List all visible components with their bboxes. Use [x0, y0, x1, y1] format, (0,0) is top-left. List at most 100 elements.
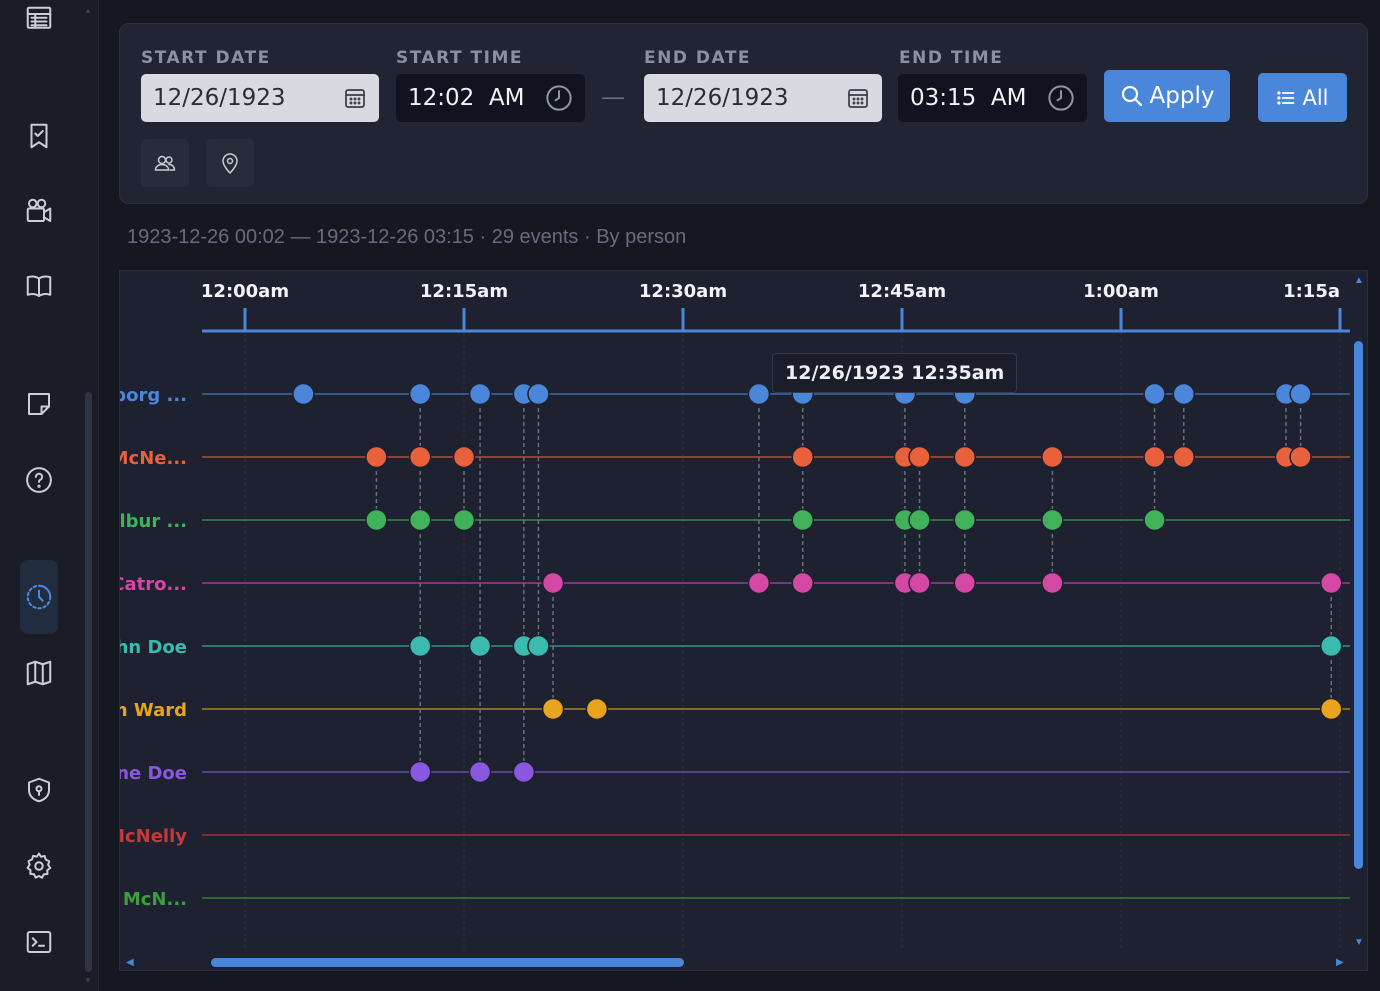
people-icon: [154, 155, 176, 171]
event-dot: [408, 634, 432, 658]
timeline-icon[interactable]: [20, 560, 58, 634]
filter-panel: START DATE 12/26/1923 START TIME 12:02 A…: [119, 23, 1368, 204]
table-icon[interactable]: [20, 0, 58, 38]
end-time-field[interactable]: 03:15 AM: [898, 74, 1087, 122]
lane-label: ohn Doe: [120, 637, 187, 658]
bookmark-check-icon[interactable]: [20, 117, 58, 155]
start-date-value: 12/26/1923: [153, 85, 286, 111]
event-dot: [408, 760, 432, 784]
event-dot: [747, 571, 771, 595]
apply-button[interactable]: Apply: [1104, 70, 1230, 122]
sidebar-scroll-thumb[interactable]: [85, 392, 92, 972]
event-dot: [1289, 445, 1312, 469]
event-dot: [585, 697, 609, 721]
all-button[interactable]: All: [1258, 73, 1347, 122]
location-filter-button[interactable]: [206, 139, 254, 187]
lane-label: ane Doe: [120, 763, 187, 784]
event-dot: [527, 382, 550, 406]
vertical-scroll-up-arrow[interactable]: ▲: [1354, 275, 1364, 286]
gear-icon[interactable]: [20, 847, 58, 885]
event-dot: [908, 445, 931, 469]
axis-tick-label: 12:30am: [639, 281, 727, 302]
event-dot: [452, 445, 476, 469]
list-icon: [1277, 90, 1295, 105]
vertical-scroll-down-arrow[interactable]: ▼: [1354, 937, 1364, 948]
vertical-scroll-thumb: [1354, 341, 1363, 869]
lane-label: m Ward: [120, 700, 187, 721]
clock-icon[interactable]: [1047, 84, 1075, 112]
event-dot: [1143, 445, 1166, 469]
event-dot: [527, 634, 550, 658]
end-date-value: 12/26/1923: [656, 85, 789, 111]
end-time-value: 03:15 AM: [910, 85, 1027, 111]
scroll-up-arrow[interactable]: ▲: [84, 6, 92, 15]
start-date-label: START DATE: [141, 48, 271, 68]
people-filter-button[interactable]: [141, 139, 189, 187]
start-time-field[interactable]: 12:02 AM: [396, 74, 585, 122]
event-dot: [1143, 382, 1166, 406]
event-dot: [1041, 571, 1064, 595]
lane-label: lborg ...: [120, 385, 187, 406]
event-dot: [1143, 508, 1166, 532]
calendar-icon[interactable]: [343, 86, 367, 110]
horizontal-scroll-right-arrow[interactable]: ▶: [1336, 957, 1344, 968]
event-dot: [541, 697, 565, 721]
axis-tick-label: 12:00am: [201, 281, 289, 302]
timeline-summary: 1923-12-26 00:02 — 1923-12-26 03:15 · 29…: [127, 226, 687, 248]
help-icon[interactable]: [20, 461, 58, 499]
event-dot: [292, 382, 315, 406]
map-icon[interactable]: [20, 654, 58, 692]
event-dot: [541, 571, 565, 595]
range-separator: —: [602, 84, 624, 109]
search-icon: [1121, 85, 1142, 107]
timeline-chart[interactable]: 12:00am 12:15am 12:30am 12:45am 1:00am 1:15a l…: [119, 270, 1368, 971]
clock-icon[interactable]: [545, 84, 573, 112]
event-dot: [1289, 382, 1312, 406]
event-dot: [953, 508, 977, 532]
event-dot: [1041, 445, 1064, 469]
event-dot: [791, 508, 814, 532]
all-label: All: [1302, 85, 1329, 110]
apply-label: Apply: [1149, 83, 1215, 109]
horizontal-scroll-left-arrow[interactable]: ◀: [126, 957, 134, 968]
book-icon[interactable]: [20, 267, 58, 305]
start-date-field[interactable]: 12/26/1923: [141, 74, 379, 122]
lane-label: McNe...: [120, 448, 187, 469]
sidebar-scrollbar[interactable]: ▲ ▼: [83, 0, 93, 991]
sticky-note-icon[interactable]: [20, 385, 58, 423]
event-dot: [1172, 382, 1196, 406]
axis-tick-label: 1:15a: [1283, 281, 1340, 302]
scroll-down-arrow[interactable]: ▼: [84, 976, 92, 985]
event-dot: [908, 571, 931, 595]
location-pin-icon: [222, 153, 238, 175]
event-dot: [1041, 508, 1064, 532]
lane-label: Vilbur ...: [120, 511, 187, 532]
event-dot: [1172, 445, 1196, 469]
axis-tick-label: 12:45am: [858, 281, 946, 302]
event-dot: [365, 508, 388, 532]
camera-icon[interactable]: [20, 192, 58, 230]
timeline-svg: 12:00am 12:15am 12:30am 12:45am 1:00am 1:15a l…: [120, 281, 1363, 967]
horizontal-scroll-thumb: [211, 958, 684, 967]
event-dot: [953, 445, 977, 469]
sidebar: ▲ ▼: [0, 0, 99, 991]
shield-icon[interactable]: [20, 771, 58, 809]
event-dot: [1319, 634, 1343, 658]
event-dot: [953, 571, 977, 595]
event-dot: [468, 760, 492, 784]
event-dot: [468, 634, 492, 658]
calendar-icon[interactable]: [846, 86, 870, 110]
lane-label: McNelly: [120, 826, 187, 847]
event-dot: [791, 445, 814, 469]
event-dot: [1319, 571, 1343, 595]
event-dot: [908, 508, 931, 532]
event-dot: [512, 760, 536, 784]
event-dot: [468, 382, 492, 406]
axis-tick-label: 12:15am: [420, 281, 508, 302]
terminal-icon[interactable]: [20, 923, 58, 961]
end-date-field[interactable]: 12/26/1923: [644, 74, 882, 122]
event-dot: [408, 508, 432, 532]
axis-tick-label: 1:00am: [1083, 281, 1159, 302]
event-dot: [452, 508, 476, 532]
event-dot: [408, 382, 432, 406]
